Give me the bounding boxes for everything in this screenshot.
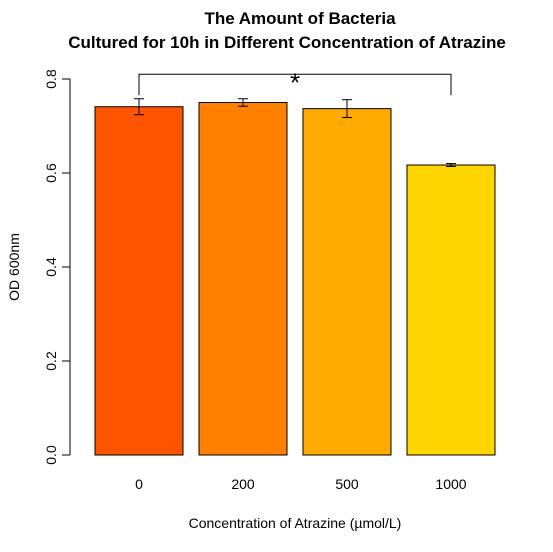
bar — [302, 108, 392, 456]
y-tick-label: 0.4 — [43, 257, 59, 277]
significance-line — [138, 73, 452, 96]
x-tick-label: 200 — [231, 476, 255, 492]
bars-group — [94, 98, 496, 456]
chart-title: The Amount of Bacteria — [204, 9, 396, 28]
x-axis-label: Concentration of Atrazine (µmol/L) — [189, 515, 402, 531]
x-tick-label: 1000 — [435, 476, 466, 492]
bar — [406, 164, 496, 456]
bar — [198, 102, 288, 456]
x-tick-label: 500 — [335, 476, 359, 492]
x-tick-labels: 0 200 500 1000 — [135, 476, 467, 492]
y-tick-label: 0.6 — [43, 163, 59, 183]
y-tick-label: 0.0 — [43, 445, 59, 465]
significance-bracket: * — [138, 67, 452, 97]
bar — [94, 106, 184, 456]
y-tick-label: 0.2 — [43, 351, 59, 371]
significance-marker: * — [290, 67, 300, 97]
y-axis: 0.0 0.2 0.4 0.6 0.8 — [43, 69, 71, 465]
y-axis-label: OD 600nm — [6, 233, 22, 301]
y-tick-label: 0.8 — [43, 69, 59, 89]
x-tick-label: 0 — [135, 476, 143, 492]
chart-subtitle: Cultured for 10h in Different Concentrat… — [68, 33, 506, 52]
